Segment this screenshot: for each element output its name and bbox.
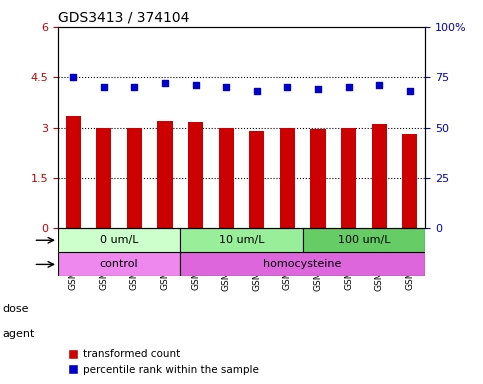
Bar (249, 131, 265, 228)
Point (130, 84, 138, 90)
Text: agent: agent (2, 329, 35, 339)
Bar (280, 127, 295, 228)
Bar (96, 127, 112, 228)
Point (222, 84, 230, 90)
Point (253, 88, 261, 94)
Bar (157, 121, 173, 228)
Bar (188, 122, 203, 228)
Point (314, 86, 322, 93)
Bar (219, 127, 234, 228)
Point (70, 74, 77, 80)
Point (406, 88, 413, 94)
FancyBboxPatch shape (58, 252, 180, 276)
Bar (341, 127, 356, 228)
Point (192, 82, 199, 88)
Point (375, 82, 383, 88)
Bar (311, 129, 326, 228)
Text: GDS3413 / 374104: GDS3413 / 374104 (58, 10, 189, 24)
Point (100, 84, 108, 90)
Text: 100 um/L: 100 um/L (338, 235, 390, 245)
Bar (402, 134, 417, 228)
FancyBboxPatch shape (180, 252, 425, 276)
FancyBboxPatch shape (303, 228, 425, 252)
Text: dose: dose (2, 304, 29, 314)
Bar (66, 116, 81, 228)
Legend: transformed count, percentile rank within the sample: transformed count, percentile rank withi… (63, 345, 263, 379)
Point (345, 84, 353, 90)
Text: homocysteine: homocysteine (264, 260, 342, 270)
Point (161, 80, 169, 86)
Text: 0 um/L: 0 um/L (100, 235, 139, 245)
Point (284, 84, 291, 90)
Text: 10 um/L: 10 um/L (219, 235, 264, 245)
Bar (371, 124, 387, 228)
Text: control: control (100, 260, 139, 270)
FancyBboxPatch shape (58, 228, 180, 252)
FancyBboxPatch shape (180, 228, 303, 252)
Bar (127, 127, 142, 228)
